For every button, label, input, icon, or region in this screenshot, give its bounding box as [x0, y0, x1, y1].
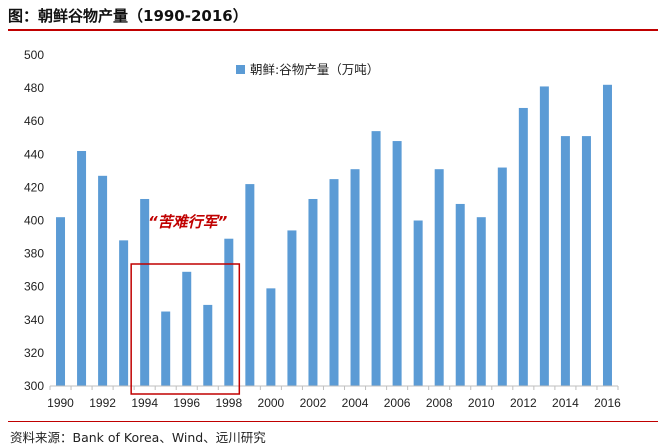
- hardship-period-label: “苦难行军”: [148, 213, 228, 231]
- y-tick-label: 500: [24, 48, 44, 62]
- bar-1994: [140, 198, 150, 386]
- y-axis-ticks: 300 320 340 360 380 400 420 440 460 480 500: [24, 48, 44, 393]
- x-tick-label: 2016: [594, 396, 621, 410]
- legend-label: 朝鲜:谷物产量（万吨）: [250, 62, 379, 77]
- title-divider: [8, 29, 658, 31]
- x-tick-label: 2000: [258, 396, 285, 410]
- footer-divider: [8, 421, 658, 422]
- bar-2001: [287, 230, 297, 386]
- bar-1993: [119, 240, 129, 386]
- bar-2005: [371, 131, 381, 386]
- x-axis-ticks: 1990 1992 1994 1996 1998 2000 2002 2004 2006 2008…: [47, 386, 621, 410]
- bar-2008: [434, 169, 444, 386]
- bar-2006: [392, 141, 402, 386]
- figure-title: 图：朝鲜谷物产量（1990-2016）: [8, 7, 248, 25]
- y-tick-label: 380: [24, 247, 44, 261]
- bar-2012: [518, 107, 528, 387]
- bar-2011: [497, 167, 507, 386]
- y-tick-label: 480: [24, 81, 44, 95]
- y-tick-label: 460: [24, 114, 44, 128]
- bar-2000: [266, 288, 276, 386]
- bar-1991: [77, 150, 87, 386]
- legend-swatch: [236, 65, 245, 74]
- bar-1995: [161, 311, 171, 386]
- x-tick-label: 1994: [131, 396, 158, 410]
- x-tick-label: 1992: [89, 396, 116, 410]
- bar-2013: [539, 86, 549, 386]
- hardship-period-box: [130, 263, 241, 395]
- x-tick-label: 2002: [300, 396, 327, 410]
- bar-2010: [476, 217, 486, 386]
- source-note: 资料来源：Bank of Korea、Wind、远川研究: [10, 430, 266, 445]
- x-tick-label: 2006: [384, 396, 411, 410]
- x-tick-label: 2010: [468, 396, 495, 410]
- bar-series: [56, 84, 612, 387]
- y-tick-label: 300: [24, 379, 44, 393]
- bar-2015: [581, 136, 591, 386]
- x-tick-label: 2014: [552, 396, 579, 410]
- bar-1996: [182, 271, 192, 386]
- y-tick-label: 420: [24, 180, 44, 194]
- y-tick-label: 400: [24, 214, 44, 228]
- bar-2014: [560, 136, 570, 386]
- bar-1992: [98, 175, 108, 386]
- bar-2004: [350, 169, 360, 386]
- bar-2002: [308, 198, 318, 386]
- x-tick-label: 1990: [47, 396, 74, 410]
- legend: 朝鲜:谷物产量（万吨）: [236, 62, 379, 77]
- y-tick-label: 320: [24, 346, 44, 360]
- x-tick-label: 2004: [342, 396, 369, 410]
- y-tick-label: 340: [24, 313, 44, 327]
- bar-2007: [413, 220, 423, 386]
- x-tick-label: 2008: [426, 396, 453, 410]
- bar-1999: [245, 184, 255, 386]
- bar-2009: [455, 203, 465, 386]
- x-tick-label: 1996: [173, 396, 200, 410]
- bar-1998: [224, 238, 234, 386]
- y-tick-label: 360: [24, 280, 44, 294]
- x-tick-label: 2012: [510, 396, 537, 410]
- bar-1990: [56, 217, 66, 386]
- y-tick-label: 440: [24, 147, 44, 161]
- bar-2003: [329, 179, 339, 386]
- bar-2016: [602, 84, 612, 386]
- bar-1997: [203, 304, 213, 386]
- x-tick-label: 1998: [215, 396, 242, 410]
